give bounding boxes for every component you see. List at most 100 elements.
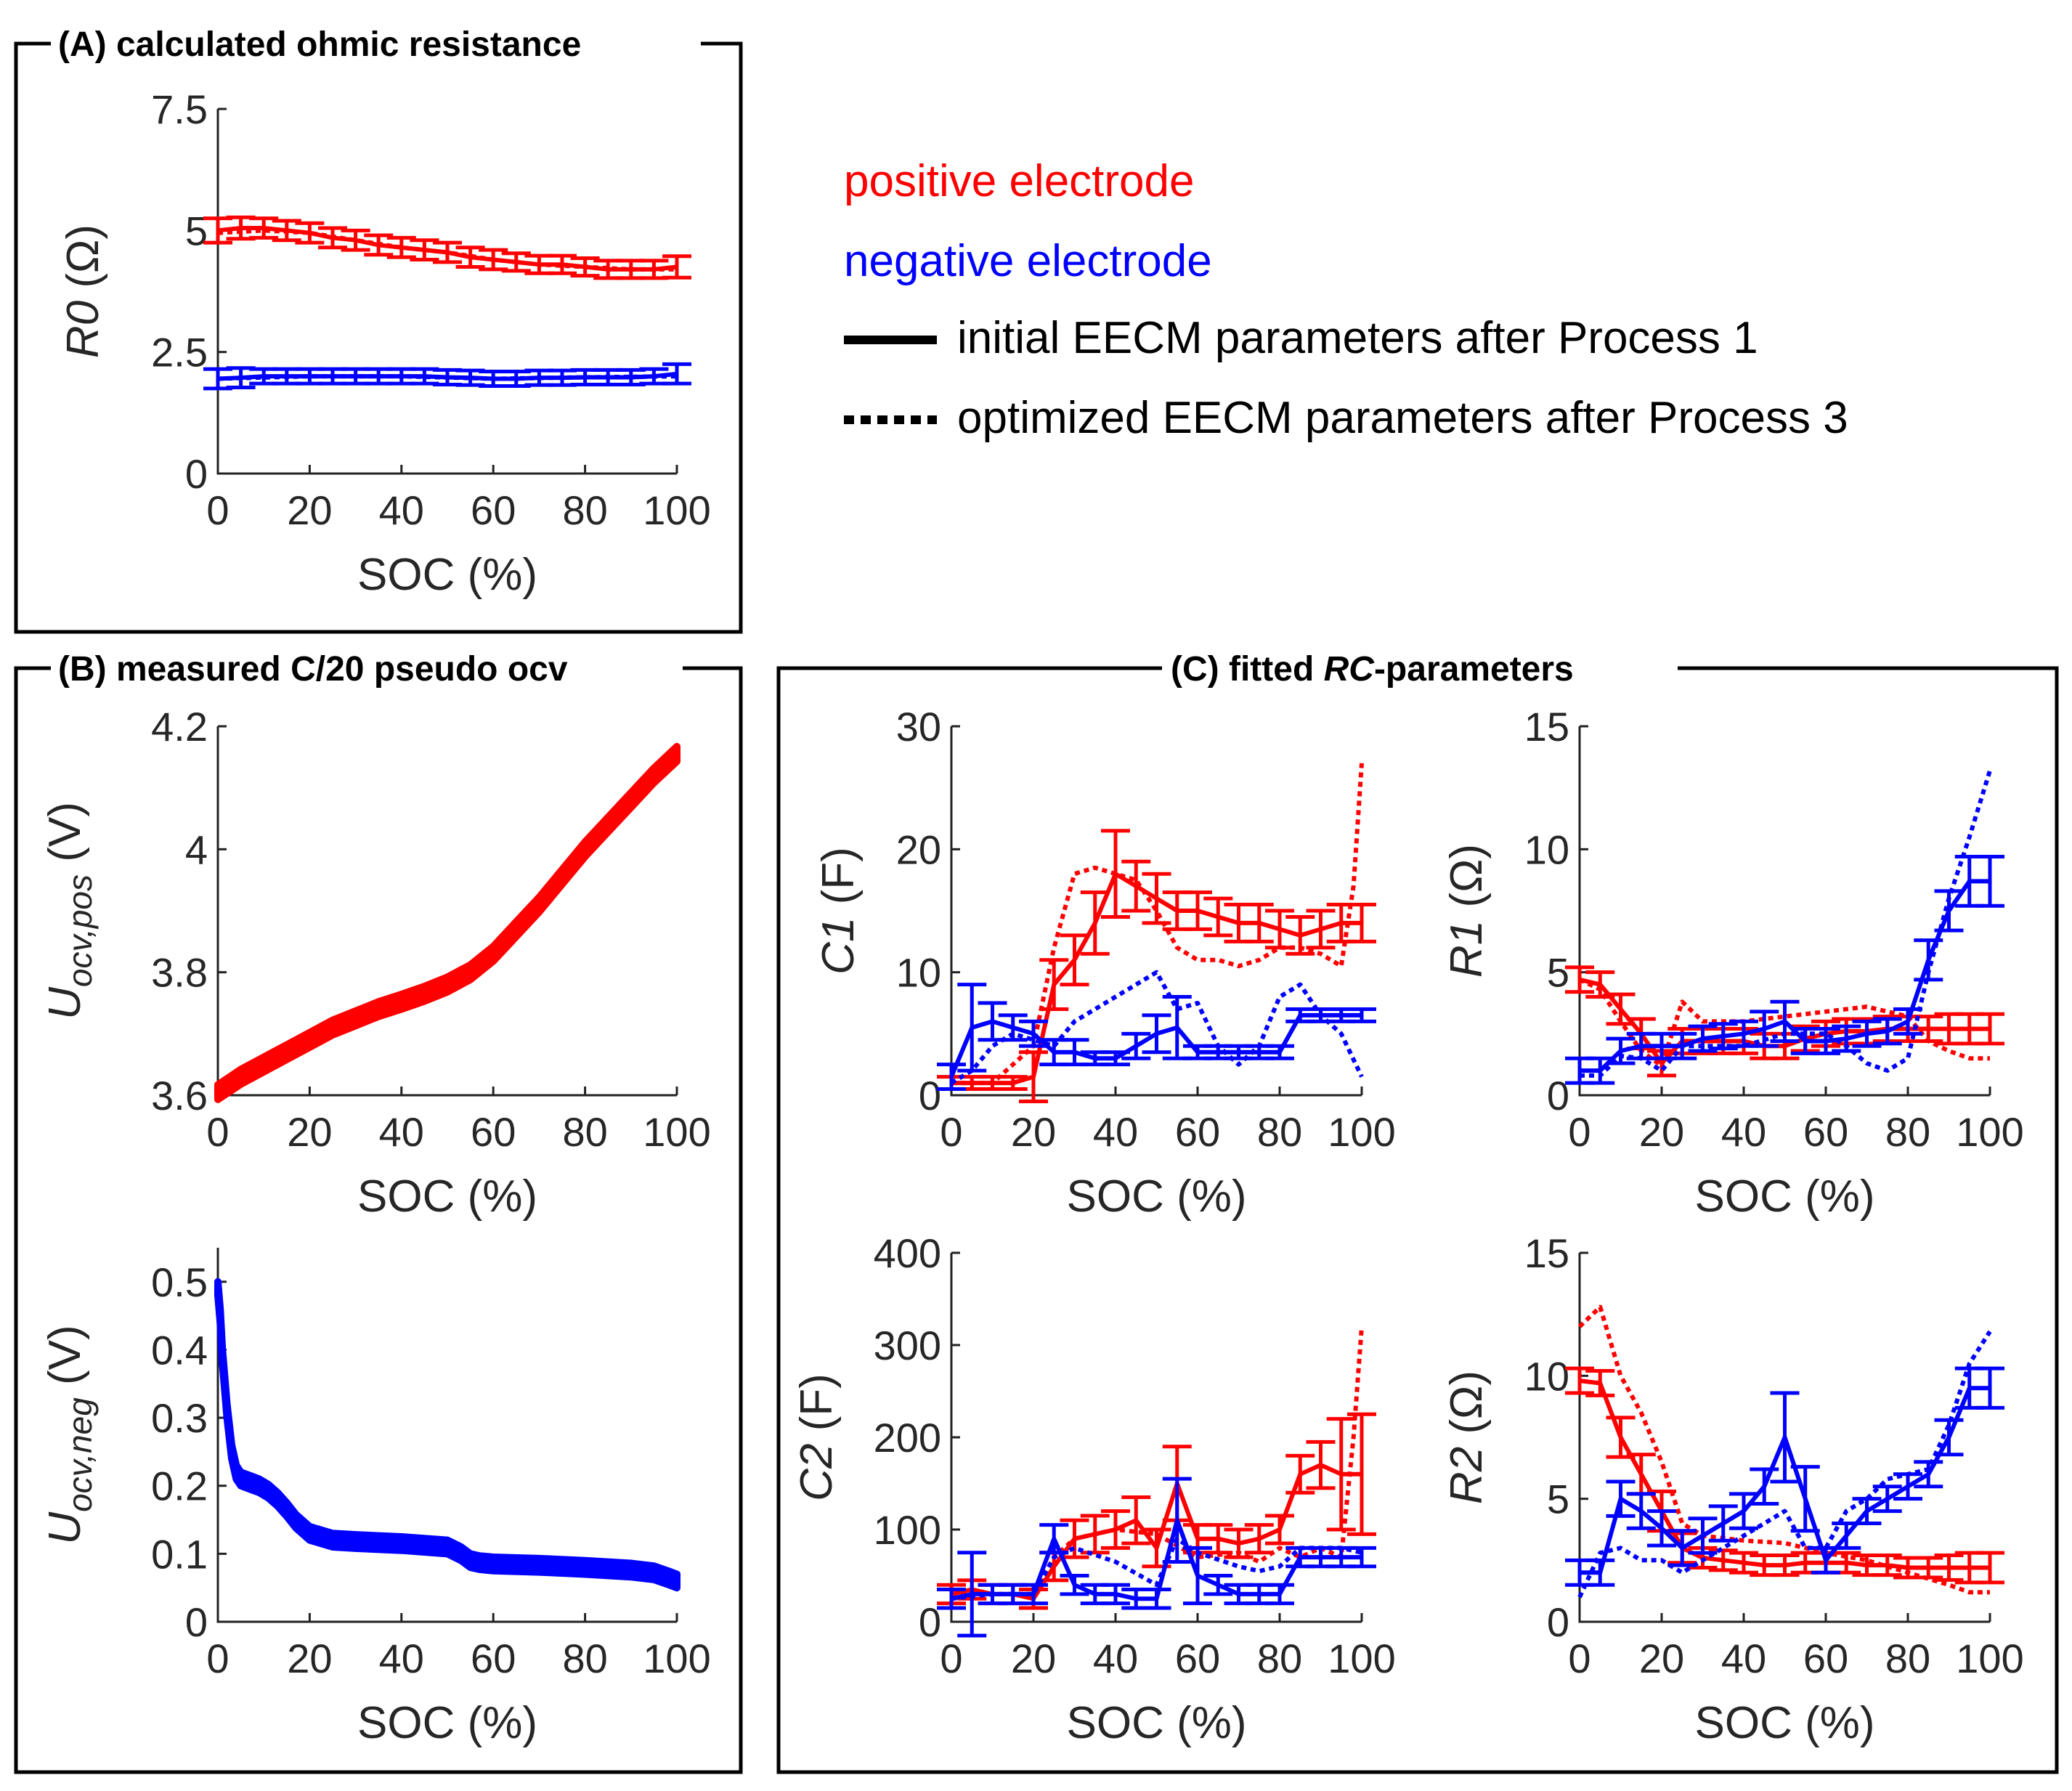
x-tick-label: 80 <box>562 1109 607 1155</box>
error-bar-positive <box>1019 1050 1048 1103</box>
chart-r2: 0 20 40 60 80 100 0 5 10 15 SOC (%) R2 (Ω) <box>1442 1230 2024 1748</box>
y-tick-label: 15 <box>1524 1230 1569 1276</box>
y-tick-label: 3.8 <box>151 950 208 996</box>
x-tick-label: 20 <box>1639 1109 1684 1155</box>
y-axis-label: R1 (Ω) <box>1442 844 1492 978</box>
error-bar-negative <box>1975 1366 2004 1410</box>
x-tick-label: 40 <box>1093 1109 1138 1155</box>
y-tick-label: 10 <box>1524 1353 1569 1399</box>
y-tick-label: 15 <box>1524 704 1569 750</box>
x-tick-label: 0 <box>1568 1109 1590 1155</box>
y-axis-label-unit: (V) <box>40 802 90 874</box>
series-line-positive-optimized <box>217 228 677 272</box>
y-tick-label: 0.5 <box>151 1259 208 1305</box>
error-bar-negative <box>957 1551 987 1638</box>
error-bar-negative <box>1708 1022 1738 1051</box>
x-tick-label: 0 <box>940 1109 962 1155</box>
panel-b-title: (B) measured C/20 pseudo ocv <box>58 650 568 689</box>
y-axis-label-unit: (Ω) <box>1442 1370 1492 1447</box>
x-axis-label: SOC (%) <box>357 1698 537 1748</box>
y-tick-label: 0 <box>1547 1073 1569 1118</box>
panel-c-title-bg <box>1162 646 1678 690</box>
error-bar-positive <box>1244 1523 1274 1555</box>
y-tick-label: 0 <box>185 1599 208 1645</box>
panel-c-title-rc: RC <box>1324 650 1376 689</box>
error-bar-positive <box>1975 1012 2004 1046</box>
error-bar-negative <box>1019 1019 1048 1048</box>
y-tick-label: 0.1 <box>151 1531 208 1577</box>
x-tick-label: 80 <box>1257 1109 1302 1155</box>
y-tick-label: 4.2 <box>151 704 208 750</box>
x-tick-label: 40 <box>1093 1636 1138 1681</box>
y-axis-label: C1 (F) <box>813 847 864 975</box>
x-tick-label: 60 <box>1175 1636 1220 1681</box>
error-bar-positive <box>249 216 279 240</box>
y-axis-label-symbol: U <box>40 1511 90 1545</box>
y-axis-label-symbol: C1 <box>813 917 864 975</box>
x-tick-label: 0 <box>940 1636 962 1681</box>
error-bar-positive <box>1265 1514 1294 1546</box>
error-bar-negative <box>1606 1036 1636 1065</box>
error-bar-negative <box>1647 1509 1676 1548</box>
error-bar-positive <box>1080 890 1110 956</box>
x-tick-label: 60 <box>471 1636 516 1681</box>
error-bar-positive <box>1142 872 1171 925</box>
legend-optimized: optimized EECM parameters after Process … <box>957 393 1848 443</box>
panel-c-title: (C) fitted RC-parameters <box>1171 650 1574 689</box>
y-tick-label: 3.6 <box>151 1073 208 1118</box>
error-bar-positive <box>1244 903 1274 943</box>
y-tick-label: 5 <box>185 208 208 253</box>
y-tick-label: 200 <box>874 1415 941 1461</box>
error-bar-positive <box>1306 909 1336 950</box>
y-axis-label-unit: (V) <box>40 1325 90 1397</box>
error-bar-negative <box>1934 1418 1964 1457</box>
x-tick-label: 20 <box>1011 1109 1056 1155</box>
x-tick-label: 20 <box>287 487 332 533</box>
chart-r1: 0 20 40 60 80 100 0 5 10 15 SOC (%) R1 (Ω) <box>1442 704 2024 1222</box>
error-bar-negative <box>1626 1492 1656 1530</box>
y-axis-label: Uocv,pos (V) <box>40 802 99 1020</box>
error-bar-negative <box>1347 1007 1376 1023</box>
error-bar-positive <box>1265 909 1294 950</box>
x-tick-label: 40 <box>1721 1109 1766 1155</box>
error-bar-positive <box>1060 933 1089 987</box>
chart-r0: 0 20 40 60 80 100 0 2.5 5 7.5 SOC (%) R0 (Ω) <box>58 86 711 600</box>
series-line-positive-optimized <box>951 763 1364 1086</box>
x-tick-label: 100 <box>1956 1109 2023 1155</box>
error-bar-positive <box>386 235 416 259</box>
y-axis-label-unit: (Ω) <box>58 224 108 301</box>
panel-c-title-prefix: (C) fitted <box>1171 650 1324 689</box>
axis-lines <box>216 109 677 475</box>
x-tick-label: 60 <box>471 487 516 533</box>
error-bar-negative <box>1750 1467 1779 1506</box>
y-tick-label: 2.5 <box>151 330 208 375</box>
error-bar-negative <box>1203 1574 1233 1596</box>
x-tick-label: 80 <box>562 487 607 533</box>
error-bar-negative <box>1060 1574 1089 1596</box>
y-axis-label-symbol: R0 <box>58 301 108 358</box>
y-tick-label: 10 <box>896 950 941 996</box>
error-bar-positive <box>1203 896 1233 938</box>
error-bar-negative <box>1872 1017 1902 1046</box>
y-axis-label: C2 (F) <box>792 1373 842 1501</box>
error-bar-negative <box>1811 1027 1840 1055</box>
series-line-negative-optimized <box>951 1536 1362 1601</box>
panel-b-title-bg <box>51 646 683 690</box>
axis-lines <box>216 726 677 1097</box>
y-axis-label-symbol: U <box>40 986 90 1020</box>
x-tick-label: 80 <box>1885 1109 1930 1155</box>
error-bar-positive <box>1770 1554 1800 1577</box>
error-bar-positive <box>1585 1369 1615 1397</box>
error-bar-positive <box>1606 1416 1636 1459</box>
x-tick-label: 60 <box>1803 1109 1848 1155</box>
legend-initial: initial EECM parameters after Process 1 <box>957 313 1758 363</box>
chart-uocv-neg: 0 20 40 60 80 100 0 0.1 0.2 0.3 0.4 0.5 SOC (%) Uocv,… <box>40 1248 711 1748</box>
error-bar-negative <box>1606 1479 1636 1518</box>
error-bar-negative <box>1347 1546 1376 1569</box>
series-line-negative-optimized <box>1577 1330 1992 1599</box>
error-bar-negative <box>1265 1583 1294 1606</box>
y-axis-label-subscript: ocv,pos <box>61 874 99 987</box>
x-tick-label: 40 <box>379 1109 424 1155</box>
error-bar-negative <box>1872 1485 1902 1514</box>
y-axis-label: Uocv,neg (V) <box>40 1325 99 1544</box>
